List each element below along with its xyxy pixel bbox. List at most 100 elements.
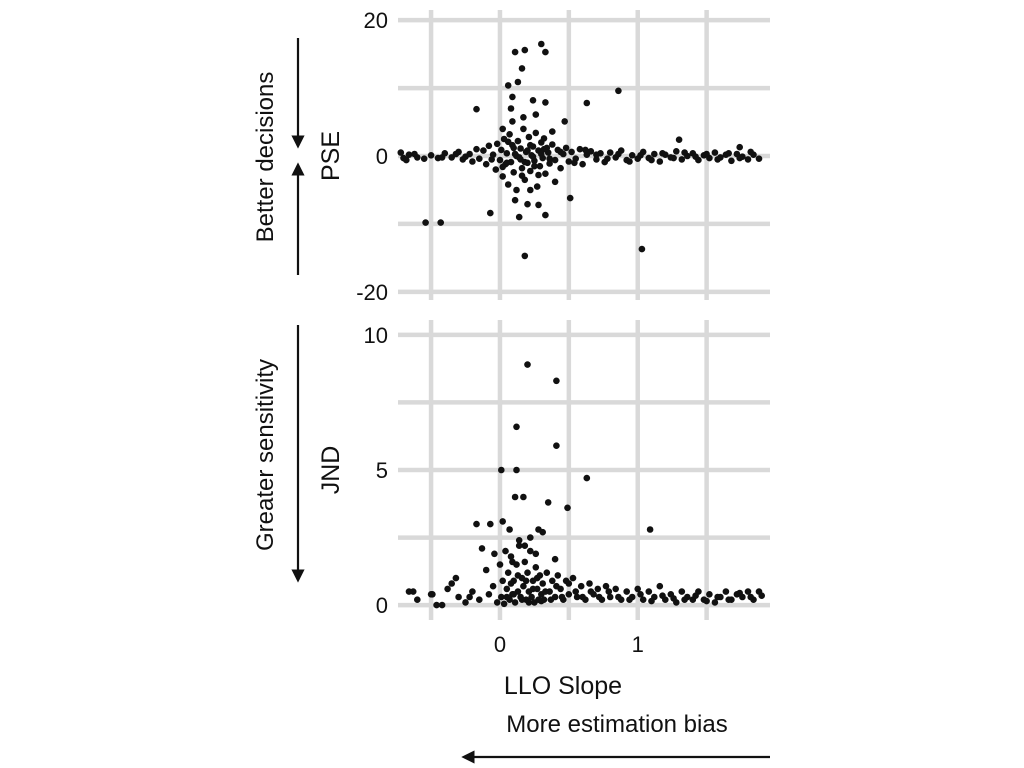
pse-data-point — [420, 155, 428, 162]
pse-data-point — [587, 148, 595, 155]
jnd-y-tick-label: 5 — [376, 458, 388, 483]
jnd-data-point — [648, 597, 655, 605]
pse-data-point — [604, 155, 611, 162]
pse-data-point — [535, 171, 542, 179]
pse-data-point — [606, 149, 614, 156]
pse-data-point — [476, 155, 483, 162]
pse-data-point — [532, 129, 540, 137]
pse-data-point — [656, 158, 664, 165]
jnd-data-point — [542, 588, 549, 595]
pse-data-point — [518, 65, 526, 72]
x-axis-label: LLO Slope — [504, 672, 622, 700]
jnd-data-point — [511, 599, 519, 606]
pse-data-point — [422, 219, 429, 226]
jnd-data-point — [452, 574, 460, 582]
pse-data-point — [524, 147, 531, 154]
jnd-data-point — [558, 593, 566, 601]
jnd-data-point — [736, 589, 743, 597]
jnd-data-point — [504, 569, 512, 576]
jnd-data-point — [706, 591, 713, 598]
pse-data-point — [725, 150, 732, 157]
pse-data-point — [529, 97, 537, 104]
pse-data-point — [520, 114, 527, 121]
jnd-data-point — [670, 595, 677, 602]
jnd-data-point — [711, 599, 719, 606]
pse-data-point — [615, 150, 622, 158]
jnd-data-point — [623, 588, 630, 595]
pse-data-point — [744, 156, 752, 163]
pse-data-point — [714, 156, 721, 163]
pse-data-point — [452, 150, 460, 158]
jnd-data-point — [498, 466, 505, 474]
pse-data-point — [489, 151, 497, 158]
jnd-data-point — [532, 564, 540, 571]
jnd-data-point — [714, 593, 721, 601]
pse-data-point — [509, 93, 516, 101]
pse-data-point — [571, 159, 578, 167]
jnd-data-point — [577, 582, 585, 590]
jnd-data-point — [493, 599, 501, 606]
jnd-data-point — [489, 582, 497, 590]
pse-data-point — [438, 154, 446, 161]
jnd-data-point — [744, 588, 752, 595]
jnd-data-point — [427, 591, 435, 598]
pse-data-point — [546, 155, 553, 162]
pse-data-point — [540, 135, 548, 142]
jnd-data-point — [507, 580, 515, 587]
pse-data-point — [527, 167, 534, 175]
jnd-data-point — [524, 569, 531, 576]
jnd-data-point — [586, 580, 593, 587]
jnd-data-point — [572, 588, 579, 595]
jnd-data-point — [606, 593, 614, 601]
jnd-data-point — [533, 574, 541, 582]
jnd-data-point — [503, 593, 511, 601]
jnd-data-point — [656, 582, 664, 590]
jnd-data-point — [634, 585, 641, 593]
jnd-grid — [398, 320, 770, 620]
jnd-data-point — [527, 547, 534, 555]
jnd-data-point — [602, 582, 610, 590]
jnd-data-point — [496, 561, 504, 568]
pse-data-point — [670, 154, 677, 162]
pse-data-point — [480, 147, 487, 154]
jnd-data-point — [553, 377, 560, 385]
jnd-data-point — [507, 553, 515, 560]
jnd-data-point — [513, 423, 520, 431]
pse-data-point — [626, 158, 633, 165]
more-estimation-bias-annotation: More estimation bias — [506, 711, 727, 738]
pse-data-point — [542, 48, 549, 56]
jnd-data-point — [521, 542, 529, 549]
pse-data-point — [518, 172, 526, 179]
jnd-data-point — [595, 593, 603, 601]
pse-data-point — [675, 136, 683, 143]
jnd-data-point — [520, 582, 527, 590]
pse-data-point — [637, 152, 644, 159]
pse-data-point — [678, 156, 686, 163]
jnd-data-point — [681, 596, 688, 603]
jnd-data-point — [518, 596, 526, 603]
jnd-data-point — [538, 597, 545, 605]
pse-data-point — [628, 152, 636, 159]
jnd-data-point — [469, 588, 476, 595]
pse-data-point — [517, 145, 524, 152]
pse-data-point — [529, 153, 537, 160]
pse-data-point — [504, 181, 512, 188]
jnd-y-axis-label: JND — [317, 446, 345, 495]
jnd-data-point — [511, 493, 519, 501]
jnd-data-point — [498, 593, 505, 601]
pse-data-point — [551, 156, 559, 164]
pse-data-point — [692, 153, 699, 160]
jnd-data-point — [565, 580, 573, 587]
pse-panel: 20 0 -20 — [356, 8, 770, 305]
pse-data-point — [511, 196, 519, 204]
jnd-data-point — [758, 592, 765, 599]
pse-data-point — [499, 173, 507, 180]
pse-data-point — [510, 144, 517, 152]
pse-data-point — [504, 82, 512, 89]
jnd-data-point — [491, 550, 498, 558]
pse-data-point — [538, 150, 545, 158]
jnd-data-point — [506, 526, 513, 533]
jnd-data-point — [569, 574, 577, 582]
pse-data-point — [659, 150, 666, 157]
